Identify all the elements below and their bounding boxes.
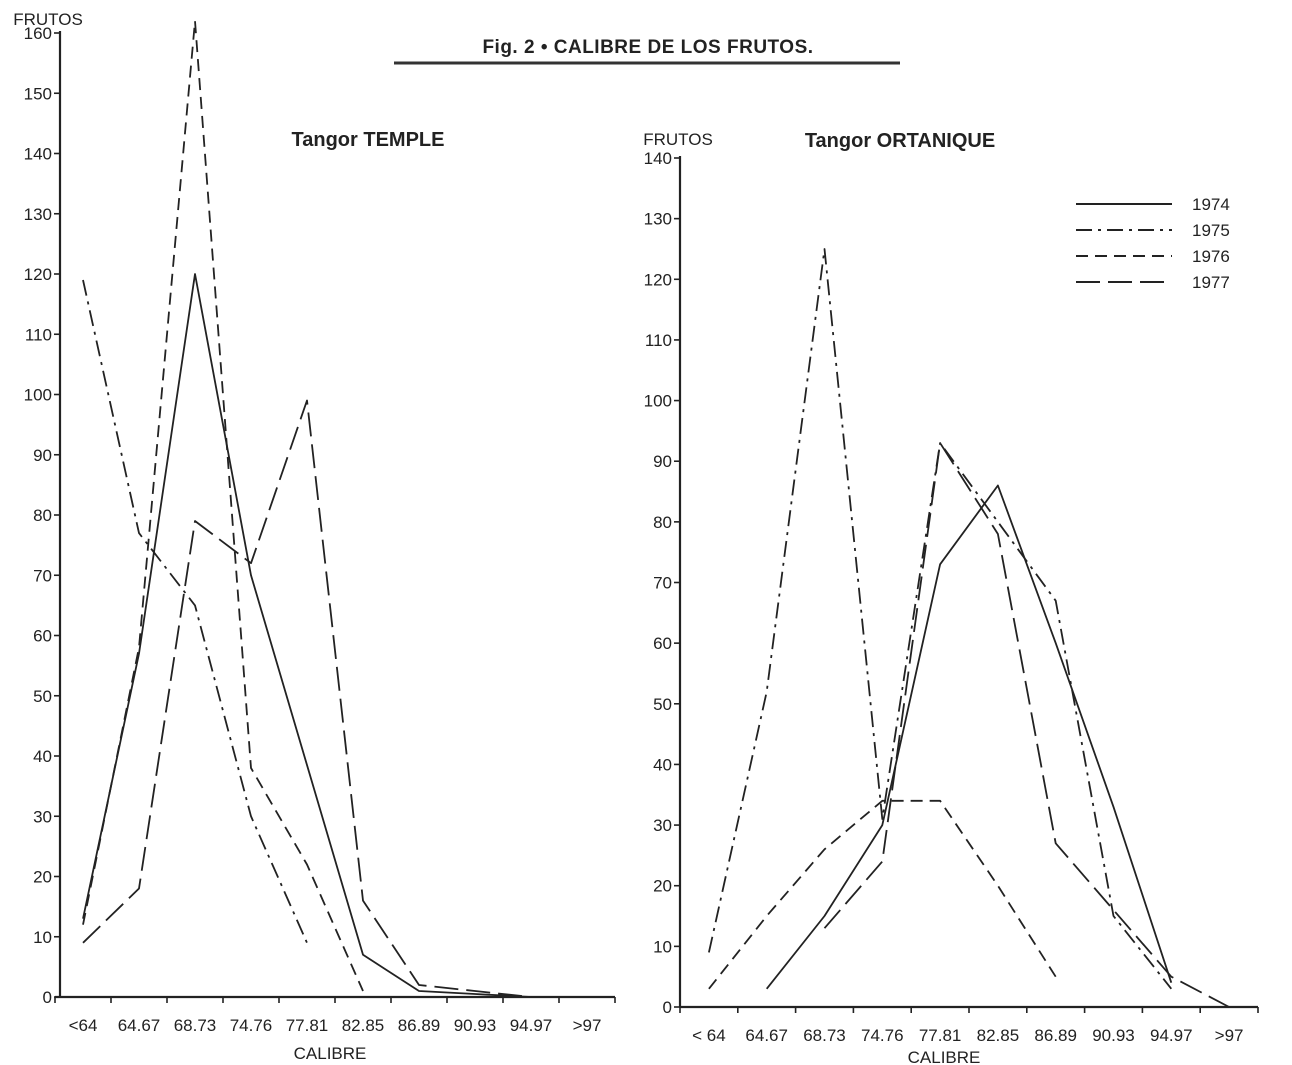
x-tick-label: < 64 (692, 1026, 726, 1045)
y-tick-label: 80 (653, 513, 672, 532)
series-line-1976 (82, 20, 364, 992)
series-line-1974 (82, 273, 532, 998)
x-tick-label: <64 (69, 1016, 98, 1035)
x-tick-label: 82.85 (342, 1016, 385, 1035)
y-tick-label: 130 (644, 210, 672, 229)
series-line-1975 (82, 279, 308, 944)
x-axis-label: CALIBRE (294, 1044, 367, 1063)
y-tick-label: 0 (663, 998, 672, 1017)
y-tick-label: 90 (33, 446, 52, 465)
series-line-1976 (708, 799, 1057, 990)
series-line-1974 (765, 484, 1173, 990)
y-tick-label: 50 (653, 695, 672, 714)
x-tick-label: 64.67 (745, 1026, 788, 1045)
x-tick-label: 94.97 (1150, 1026, 1193, 1045)
y-tick-label: 60 (33, 627, 52, 646)
y-tick-label: 100 (24, 386, 52, 405)
x-axis-label: CALIBRE (908, 1048, 981, 1065)
legend-label-1976: 1976 (1192, 247, 1230, 266)
y-tick-label: 150 (24, 84, 52, 103)
y-tick-label: 30 (653, 816, 672, 835)
series-line-1977 (82, 399, 532, 998)
legend-label-1975: 1975 (1192, 221, 1230, 240)
y-tick-label: 20 (653, 877, 672, 896)
x-tick-label: 94.97 (510, 1016, 553, 1035)
y-tick-label: 50 (33, 687, 52, 706)
x-tick-label: 68.73 (174, 1016, 217, 1035)
chart-title: Tangor ORTANIQUE (805, 130, 995, 152)
y-tick-label: 140 (644, 149, 672, 168)
x-tick-label: 68.73 (803, 1026, 846, 1045)
y-tick-label: 10 (33, 928, 52, 947)
chart-temple: Tangor TEMPLE FRUTOS CALIBRE 0 10 20 30 40 50 60 7… (13, 10, 616, 1063)
y-tick-label: 20 (33, 868, 52, 887)
x-tick-label: >97 (573, 1016, 602, 1035)
x-tick-label: 64.67 (118, 1016, 161, 1035)
y-tick-label: 40 (653, 755, 672, 774)
y-tick-label: 40 (33, 747, 52, 766)
y-tick-label: 10 (653, 937, 672, 956)
y-tick-label: 70 (653, 574, 672, 593)
y-tick-label: 70 (33, 566, 52, 585)
y-tick-label: 90 (653, 452, 672, 471)
y-tick-label: 80 (33, 506, 52, 525)
series-line-1975 (708, 248, 1173, 990)
y-tick-label: 120 (24, 265, 52, 284)
x-tick-label: 77.81 (286, 1016, 329, 1035)
y-axis-label: FRUTOS (643, 130, 713, 149)
y-tick-label: 100 (644, 392, 672, 411)
figure-title: Fig. 2 • CALIBRE DE LOS FRUTOS. (482, 37, 813, 58)
x-tick-label: 90.93 (454, 1016, 497, 1035)
chart-ortanique: Tangor ORTANIQUE FRUTOS CALIBRE 0 10 20 30 40 50… (643, 130, 1259, 1065)
y-axis-label: FRUTOS (13, 10, 83, 29)
x-tick-label: 77.81 (919, 1026, 962, 1045)
y-tick-label: 140 (24, 145, 52, 164)
y-tick-label: 0 (43, 988, 52, 1007)
x-tick-label: 90.93 (1092, 1026, 1135, 1045)
x-tick-label: 82.85 (977, 1026, 1020, 1045)
y-tick-label: 120 (644, 270, 672, 289)
y-tick-label: 130 (24, 205, 52, 224)
x-tick-label: >97 (1215, 1026, 1244, 1045)
legend-label-1974: 1974 (1192, 195, 1230, 214)
y-tick-label: 60 (653, 634, 672, 653)
series-line-1977 (823, 442, 1230, 1008)
legend-label-1977: 1977 (1192, 273, 1230, 292)
y-tick-label: 30 (33, 807, 52, 826)
x-tick-label: 86.89 (1034, 1026, 1077, 1045)
legend: 1974 1975 1976 1977 (1076, 195, 1230, 292)
y-tick-label: 110 (25, 325, 52, 344)
x-tick-label: 74.76 (861, 1026, 904, 1045)
y-tick-label: 110 (645, 331, 672, 350)
x-tick-label: 74.76 (230, 1016, 273, 1035)
y-tick-label: 160 (24, 24, 52, 43)
x-tick-label: 86.89 (398, 1016, 441, 1035)
chart-title: Tangor TEMPLE (292, 129, 445, 151)
